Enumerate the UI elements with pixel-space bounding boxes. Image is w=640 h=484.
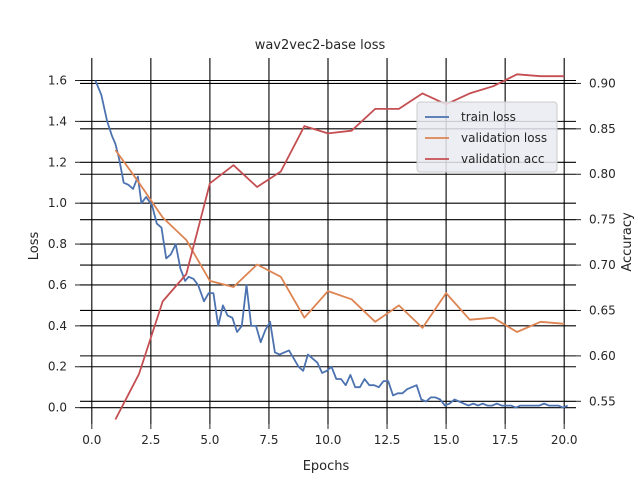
y-left-tick-label: 0.2 (48, 360, 67, 374)
legend-label: validation loss (461, 131, 547, 145)
legend-box (416, 101, 558, 173)
x-tick-label: 7.5 (259, 433, 278, 447)
chart-title: wav2vec2-base loss (255, 38, 386, 53)
series-line-0 (94, 80, 569, 409)
y-left-tick-label: 0.0 (48, 401, 67, 415)
x-tick-label: 0.0 (82, 433, 101, 447)
y-right-tick-label: 0.60 (589, 349, 616, 363)
y-left-tick-label: 1.6 (48, 73, 67, 87)
x-tick-label: 10.0 (315, 433, 342, 447)
y-right-tick-label: 0.85 (589, 122, 616, 136)
series-line-2 (114, 73, 565, 420)
grid-lines (80, 58, 576, 424)
axes: 0.0 2.5 5.0 7.5 10.0 12.5 15.0 17.5 20.0 0.0 0.2 0.… (48, 73, 616, 447)
x-axis-label: Epochs (303, 459, 350, 474)
y-axis-left-label: Loss (27, 232, 42, 261)
y-left-tick-label: 0.4 (48, 319, 67, 333)
legend-label: train loss (461, 110, 516, 124)
x-tick-label: 2.5 (141, 433, 160, 447)
y-right-tick-label: 0.80 (589, 167, 616, 181)
x-tick-label: 12.5 (374, 433, 401, 447)
y-left-tick-label: 1.0 (48, 196, 67, 210)
legend-label: validation acc (461, 152, 544, 166)
series-line-1 (114, 149, 565, 333)
data-series (94, 73, 569, 420)
y-right-tick-label: 0.65 (589, 303, 616, 317)
y-axis-right-label: Accuracy (620, 212, 635, 272)
x-tick-label: 17.5 (492, 433, 519, 447)
y-left-tick-label: 1.2 (48, 155, 67, 169)
y-right-tick-label: 0.75 (589, 213, 616, 227)
x-tick-label: 20.0 (551, 433, 578, 447)
y-left-tick-label: 1.4 (48, 114, 67, 128)
legend: train loss validation loss validation acc (416, 101, 558, 173)
y-right-tick-label: 0.55 (589, 394, 616, 408)
x-tick-label: 5.0 (200, 433, 219, 447)
y-right-tick-label: 0.70 (589, 258, 616, 272)
y-left-tick-label: 0.8 (48, 237, 67, 251)
y-right-tick-label: 0.90 (589, 76, 616, 90)
x-tick-label: 15.0 (433, 433, 460, 447)
y-left-tick-label: 0.6 (48, 278, 67, 292)
